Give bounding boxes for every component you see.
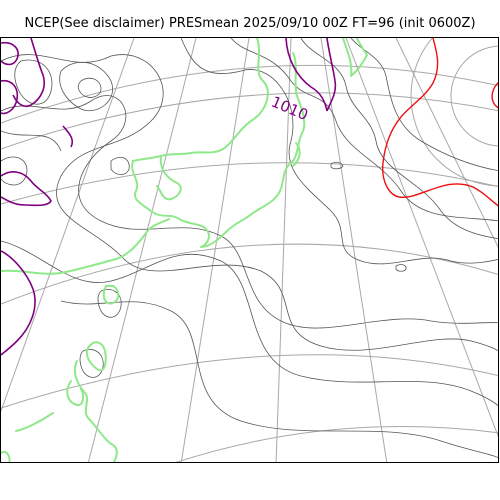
coastlines [1, 38, 368, 462]
contour-label-1010: 1010 [269, 93, 311, 124]
graticule-latitude [1, 38, 498, 462]
isobars [1, 38, 498, 458]
graticule-meridians [1, 38, 498, 462]
pressure-map: 1010 [1, 38, 498, 462]
contour-high [382, 38, 498, 207]
map-title: NCEP(See disclaimer) PRESmean 2025/09/10… [24, 16, 476, 31]
map-frame: 1010 [0, 37, 499, 463]
contour-1010 [1, 38, 337, 356]
